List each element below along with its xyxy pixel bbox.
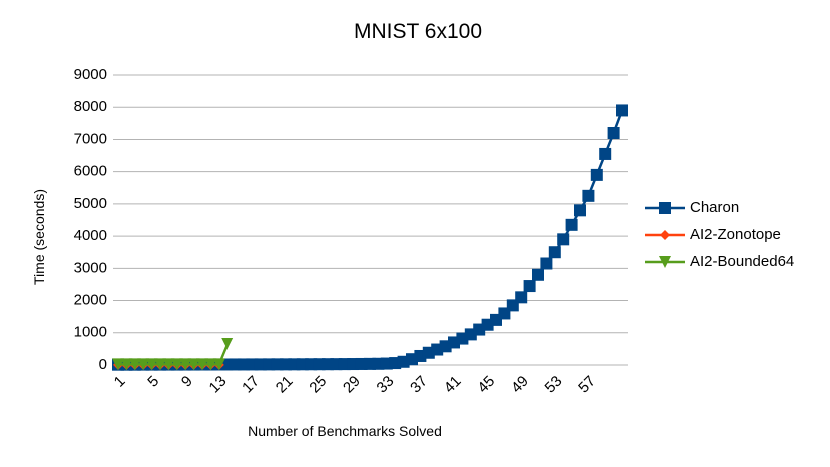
legend-marker [659, 256, 671, 268]
data-point [120, 358, 133, 371]
x-tick-label: 33 [374, 373, 398, 397]
x-tick-label: 5 [144, 373, 162, 391]
data-point [187, 358, 200, 371]
y-tick-label: 7000 [74, 130, 107, 147]
y-tick-label: 0 [99, 356, 107, 373]
x-tick-label: 21 [273, 373, 297, 397]
data-point [532, 268, 544, 281]
x-tick-label: 29 [340, 373, 364, 397]
data-point [254, 358, 267, 371]
data-point [565, 218, 578, 231]
data-point [574, 204, 586, 217]
data-point [590, 168, 603, 181]
legend-marker [659, 202, 671, 214]
y-tick-label: 5000 [74, 195, 107, 212]
y-axis-label: Time (seconds) [31, 189, 47, 285]
data-point [540, 257, 553, 270]
x-tick-label: 57 [575, 373, 599, 397]
y-tick-label: 4000 [74, 227, 107, 244]
data-point [523, 280, 536, 293]
data-point [616, 104, 628, 117]
data-point [515, 291, 528, 304]
x-tick-label: 13 [206, 373, 230, 397]
x-tick-label: 9 [178, 373, 196, 391]
y-tick-label: 3000 [74, 259, 107, 276]
x-tick-label: 49 [508, 373, 532, 397]
legend-label: AI2-Bounded64 [690, 253, 794, 270]
x-tick-label: 41 [441, 373, 465, 397]
x-tick-label: 53 [542, 373, 566, 397]
data-point [582, 189, 595, 202]
legend-marker [660, 230, 670, 240]
y-tick-label: 6000 [74, 163, 107, 180]
y-tick-label: 9000 [74, 66, 107, 83]
y-tick-label: 8000 [74, 98, 107, 115]
data-point [548, 246, 561, 259]
y-tick-label: 2000 [74, 292, 107, 309]
data-point [204, 358, 217, 371]
series-line [118, 110, 624, 366]
data-point [128, 358, 141, 371]
data-point [212, 358, 225, 371]
x-tick-label: 17 [239, 373, 263, 397]
data-point [154, 358, 166, 371]
data-point [162, 358, 175, 371]
data-point [145, 358, 158, 371]
data-point [112, 358, 124, 371]
x-tick-label: 45 [474, 373, 498, 397]
y-tick-label: 1000 [74, 324, 107, 341]
legend-label: AI2-Zonotope [690, 226, 781, 243]
x-tick-label: 25 [306, 373, 330, 397]
x-tick-label: 1 [111, 373, 129, 391]
data-point [221, 338, 234, 351]
chart-title: MNIST 6x100 [354, 20, 482, 43]
data-point [607, 127, 620, 139]
x-axis-label: Number of Benchmarks Solved [248, 423, 442, 439]
data-point [179, 358, 192, 371]
data-point [137, 358, 150, 371]
data-point [170, 358, 183, 371]
data-point [557, 233, 570, 246]
x-tick-label: 37 [407, 373, 431, 397]
data-point [599, 147, 612, 160]
data-point [196, 358, 208, 371]
legend-label: Charon [690, 199, 739, 216]
